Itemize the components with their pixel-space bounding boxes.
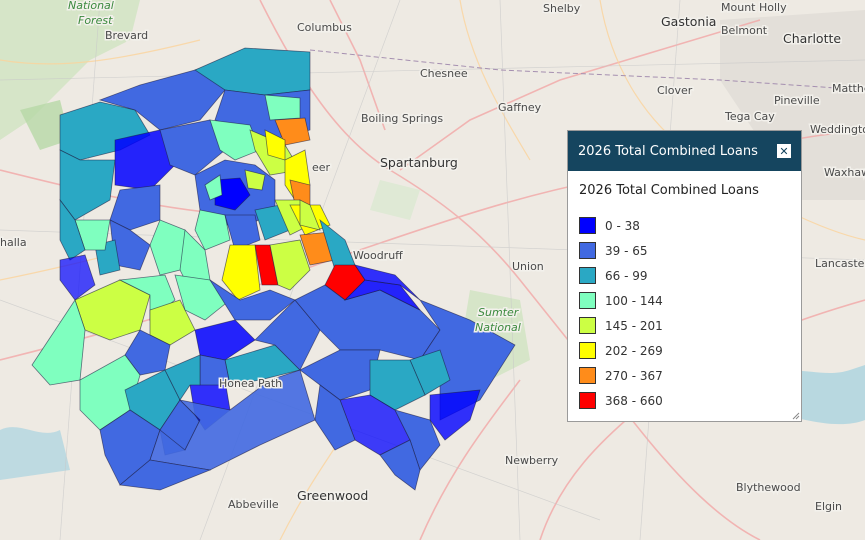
tract [59,198,86,261]
svg-text:Gastonia: Gastonia [661,14,716,29]
svg-text:Blythewood: Blythewood [736,481,801,494]
legend-item: 270 - 367 [579,363,790,388]
svg-text:Woodruff: Woodruff [353,249,403,262]
tract [164,354,201,401]
legend-swatch [579,267,596,284]
legend-label: 66 - 99 [605,268,648,283]
svg-text:Abbeville: Abbeville [228,498,279,511]
legend-header-title: 2026 Total Combined Loans [578,143,758,159]
tract [124,329,171,376]
svg-text:Columbus: Columbus [297,21,352,34]
svg-text:eer: eer [312,161,331,174]
tract [221,244,261,301]
tract [264,94,301,121]
legend-swatch [579,317,596,334]
tract [244,169,266,191]
legend-item: 100 - 144 [579,288,790,313]
tract [109,184,161,231]
tract [274,117,311,146]
legend-item: 202 - 269 [579,338,790,363]
svg-text:Union: Union [512,260,544,273]
legend-swatch [579,392,596,409]
svg-text:Chesnee: Chesnee [420,67,468,80]
legend-swatch [579,367,596,384]
tract [343,279,421,311]
legend-item: 0 - 38 [579,213,790,238]
close-icon[interactable]: ✕ [777,144,791,158]
svg-text:Spartanburg: Spartanburg [380,155,458,170]
svg-text:Sumter: Sumter [478,306,520,319]
tract [149,219,186,276]
svg-text:Gaffney: Gaffney [498,101,542,114]
tract [214,177,251,211]
tract [149,299,196,346]
svg-text:Mount Holly: Mount Holly [721,1,787,14]
tract [254,299,321,371]
legend-label: 270 - 367 [605,368,663,383]
svg-text:Lancaster: Lancaster [815,257,865,270]
svg-text:Elgin: Elgin [815,500,842,513]
legend-body: 2026 Total Combined Loans 0 - 38 39 - 65 6… [568,171,801,425]
resize-grip-icon[interactable] [790,410,800,420]
svg-text:National: National [475,321,521,334]
svg-text:Waxhaw: Waxhaw [824,166,865,179]
legend-item: 66 - 99 [579,263,790,288]
legend-label: 0 - 38 [605,218,640,233]
svg-text:Shelby: Shelby [543,2,581,15]
tract [224,214,261,251]
place-labels: National Forest Brevard Columbus Shelby … [0,0,865,515]
svg-text:Brevard: Brevard [105,29,148,42]
svg-text:Newberry: Newberry [505,454,559,467]
legend-label: 100 - 144 [605,293,663,308]
tract [159,119,226,176]
tract [204,174,223,201]
tract [209,119,261,161]
legend-swatch [579,242,596,259]
tract [194,319,256,361]
svg-text:Greenwood: Greenwood [297,488,368,503]
tract [194,209,231,251]
svg-text:Tega Cay: Tega Cay [724,110,775,123]
svg-text:Forest: Forest [78,14,113,27]
legend-label: 368 - 660 [605,393,663,408]
tract [149,369,316,471]
svg-text:Matthe: Matthe [832,82,865,95]
svg-text:Weddingto: Weddingto [810,123,865,136]
svg-text:Pineville: Pineville [774,94,820,107]
tract [59,254,96,301]
svg-text:Belmont: Belmont [721,24,768,37]
svg-text:National: National [68,0,114,12]
svg-text:Boiling Springs: Boiling Springs [361,112,443,125]
tract [119,459,212,491]
tract [31,299,86,386]
legend-label: 202 - 269 [605,343,663,358]
legend-swatch [579,217,596,234]
legend-item: 145 - 201 [579,313,790,338]
svg-text:Charlotte: Charlotte [783,31,841,46]
tract [314,384,356,451]
svg-text:Clover: Clover [657,84,693,97]
legend-item: 368 - 660 [579,388,790,413]
tract [369,359,426,411]
legend-label: 145 - 201 [605,318,663,333]
legend-label: 39 - 65 [605,243,648,258]
choropleth-layer [31,47,516,491]
legend-title: 2026 Total Combined Loans [579,183,759,198]
legend-swatch [579,342,596,359]
legend-header: 2026 Total Combined Loans ✕ [568,131,801,171]
tract [269,239,311,291]
tract [394,409,441,471]
svg-text:Honea Path: Honea Path [219,377,282,390]
tract [299,199,321,231]
legend-list: 0 - 38 39 - 65 66 - 99 100 - 144 145 - 201 20… [579,213,790,413]
tract [429,389,481,441]
tract [354,264,421,301]
legend-panel: 2026 Total Combined Loans ✕ 2026 Total C… [567,130,802,422]
tract [379,439,421,491]
svg-text:halla: halla [0,236,27,249]
legend-swatch [579,292,596,309]
legend-item: 39 - 65 [579,238,790,263]
tract [114,129,181,191]
